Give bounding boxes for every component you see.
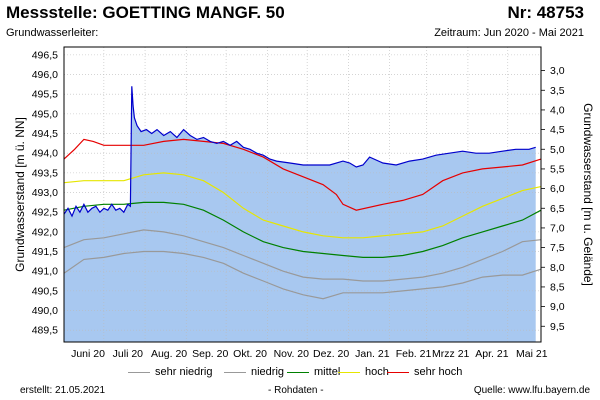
series-line-niedrig — [63, 229, 542, 282]
series-line-sehr-hoch — [63, 138, 542, 211]
legend-swatch — [387, 371, 409, 373]
x-tick-label: Feb. 21 — [396, 348, 432, 360]
left-tick-label: 490,5 — [32, 285, 58, 297]
x-tick-label: Dez. 20 — [313, 348, 349, 360]
legend-label: hoch — [365, 366, 389, 378]
legend-swatch — [287, 371, 309, 373]
created-date: erstellt: 21.05.2021 — [20, 385, 106, 396]
left-tick-label: 490,0 — [32, 305, 58, 317]
legend-label: sehr hoch — [414, 366, 463, 378]
plot-border — [63, 46, 542, 343]
right-tick-label: 7,5 — [550, 242, 565, 254]
legend-label: mittel — [314, 366, 341, 378]
legend-swatch — [128, 371, 150, 373]
left-tick-label: 491,5 — [32, 246, 58, 258]
right-tick-label: 4,5 — [550, 124, 565, 136]
x-tick-label: Okt. 20 — [233, 348, 267, 360]
y-axis-label-left: Grundwasserstand [m ü. NN] — [13, 117, 27, 272]
left-tick-label: 494,5 — [32, 128, 58, 140]
x-tick-label: Nov. 20 — [274, 348, 310, 360]
right-tick-label: 5,5 — [550, 163, 565, 175]
left-tick-label: 492,5 — [32, 207, 58, 219]
period-label: Zeitraum: Jun 2020 - Mai 2021 — [434, 27, 584, 39]
y-axis-label-right: Grundwasserstand [m u. Gelände] — [581, 103, 595, 286]
x-tick-label: Mrzz 21 — [432, 348, 470, 360]
legend-swatch — [338, 371, 360, 373]
right-tick-label: 3,5 — [550, 85, 565, 97]
right-tick-label: 3,0 — [550, 65, 565, 77]
left-tick-label: 495,0 — [32, 108, 58, 120]
legend-swatch — [224, 371, 246, 373]
aquifer-label: Grundwasserleiter: — [6, 27, 99, 39]
right-tick-label: 4,0 — [550, 104, 565, 116]
x-tick-label: Aug. 20 — [151, 348, 187, 360]
right-tick-label: 7,0 — [550, 222, 565, 234]
groundwater-chart: 489,5 490,0 490,5 491,0 491,5 492,0 492,5 493,0… — [13, 46, 595, 360]
series-line-sehr-niedrig — [63, 250, 542, 300]
left-tick-label: 489,5 — [32, 325, 58, 337]
legend-item-sehr-hoch: sehr hoch — [387, 366, 462, 378]
x-tick-label: Mai 21 — [516, 348, 548, 360]
left-tick-label: 492,0 — [32, 226, 58, 238]
legend-label: niedrig — [251, 366, 285, 378]
x-tick-label: Sep. 20 — [192, 348, 228, 360]
station-title: Messstelle: GOETTING MANGF. 50 — [6, 3, 285, 22]
legend-label: sehr niedrig — [155, 366, 213, 378]
x-tick-label: Jan. 21 — [355, 348, 390, 360]
station-number: Nr: 48753 — [507, 3, 584, 22]
legend-item-sehr-niedrig: sehr niedrig — [128, 366, 212, 378]
left-tick-label: 495,5 — [32, 89, 58, 101]
x-tick-label: Juli 20 — [113, 348, 144, 360]
right-tick-label: 8,0 — [550, 262, 565, 274]
rawdata-label: - Rohdaten - — [268, 385, 324, 396]
left-tick-label: 494,0 — [32, 148, 58, 160]
right-tick-label: 9,5 — [550, 321, 565, 333]
x-tick-label: Juni 20 — [71, 348, 105, 360]
x-tick-label: Apr. 21 — [475, 348, 508, 360]
legend-item-mittel: mittel — [287, 366, 340, 378]
series-line-hoch — [63, 172, 542, 239]
right-tick-label: 5,0 — [550, 144, 565, 156]
raw-data-line — [63, 86, 536, 218]
right-tick-label: 6,0 — [550, 183, 565, 195]
right-tick-label: 9,0 — [550, 301, 565, 313]
right-tick-label: 6,5 — [550, 203, 565, 215]
left-tick-label: 493,5 — [32, 167, 58, 179]
left-tick-label: 496,5 — [32, 49, 58, 61]
right-tick-label: 8,5 — [550, 281, 565, 293]
left-tick-label: 496,0 — [32, 69, 58, 81]
left-tick-label: 491,0 — [32, 266, 58, 278]
series-line-mittel — [63, 201, 542, 258]
legend-item-niedrig: niedrig — [224, 366, 284, 378]
source-label: Quelle: www.lfu.bayern.de — [473, 385, 590, 396]
left-tick-label: 493,0 — [32, 187, 58, 199]
legend-item-hoch: hoch — [338, 366, 389, 378]
